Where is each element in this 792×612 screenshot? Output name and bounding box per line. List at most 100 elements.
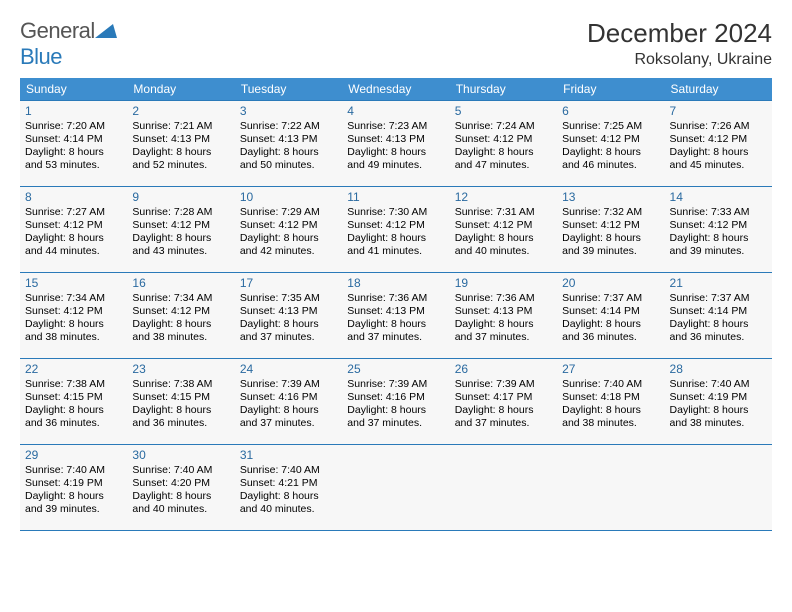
day-info-line: Sunset: 4:12 PM: [455, 219, 552, 232]
day-info-line: and 36 minutes.: [25, 417, 122, 430]
day-number: 16: [132, 276, 229, 290]
calendar-row: 22Sunrise: 7:38 AMSunset: 4:15 PMDayligh…: [20, 359, 772, 445]
day-info-line: Sunset: 4:14 PM: [25, 133, 122, 146]
day-info-line: Sunrise: 7:34 AM: [132, 292, 229, 305]
day-info-line: Daylight: 8 hours: [670, 232, 767, 245]
calendar-cell: 19Sunrise: 7:36 AMSunset: 4:13 PMDayligh…: [450, 273, 557, 359]
day-info-line: Daylight: 8 hours: [25, 232, 122, 245]
day-info-line: Sunset: 4:14 PM: [670, 305, 767, 318]
calendar-cell: 20Sunrise: 7:37 AMSunset: 4:14 PMDayligh…: [557, 273, 664, 359]
day-info-line: Daylight: 8 hours: [240, 232, 337, 245]
day-info-line: and 47 minutes.: [455, 159, 552, 172]
day-info-line: Daylight: 8 hours: [670, 146, 767, 159]
calendar-cell: 6Sunrise: 7:25 AMSunset: 4:12 PMDaylight…: [557, 101, 664, 187]
day-info-line: and 40 minutes.: [455, 245, 552, 258]
dayhead-fri: Friday: [557, 78, 664, 101]
day-info-line: and 49 minutes.: [347, 159, 444, 172]
day-info-line: Daylight: 8 hours: [670, 318, 767, 331]
day-info-line: and 42 minutes.: [240, 245, 337, 258]
day-number: 7: [670, 104, 767, 118]
calendar-row: 8Sunrise: 7:27 AMSunset: 4:12 PMDaylight…: [20, 187, 772, 273]
day-info-line: Sunrise: 7:36 AM: [455, 292, 552, 305]
day-number: 2: [132, 104, 229, 118]
day-info-line: Sunrise: 7:22 AM: [240, 120, 337, 133]
day-number: 31: [240, 448, 337, 462]
day-number: 14: [670, 190, 767, 204]
day-info-line: Sunrise: 7:38 AM: [132, 378, 229, 391]
calendar-cell: 27Sunrise: 7:40 AMSunset: 4:18 PMDayligh…: [557, 359, 664, 445]
day-info-line: Daylight: 8 hours: [562, 404, 659, 417]
day-info-line: Sunset: 4:16 PM: [347, 391, 444, 404]
day-info-line: Sunset: 4:12 PM: [240, 219, 337, 232]
calendar-cell: 29Sunrise: 7:40 AMSunset: 4:19 PMDayligh…: [20, 445, 127, 531]
calendar-row: 1Sunrise: 7:20 AMSunset: 4:14 PMDaylight…: [20, 101, 772, 187]
calendar-cell-empty: [450, 445, 557, 531]
calendar-cell: 7Sunrise: 7:26 AMSunset: 4:12 PMDaylight…: [665, 101, 772, 187]
calendar-cell: 16 Sunrise: 7:34 AMSunset: 4:12 PMDayligh…: [127, 273, 234, 359]
day-info-line: Sunset: 4:12 PM: [670, 219, 767, 232]
day-info-line: and 50 minutes.: [240, 159, 337, 172]
day-info-line: Daylight: 8 hours: [132, 404, 229, 417]
day-info-line: Sunset: 4:12 PM: [132, 305, 229, 318]
day-info-line: and 36 minutes.: [670, 331, 767, 344]
day-info-line: Sunset: 4:12 PM: [670, 133, 767, 146]
calendar-cell: 22Sunrise: 7:38 AMSunset: 4:15 PMDayligh…: [20, 359, 127, 445]
day-info-line: Daylight: 8 hours: [132, 318, 229, 331]
calendar-cell: 28Sunrise: 7:40 AMSunset: 4:19 PMDayligh…: [665, 359, 772, 445]
day-info-line: Daylight: 8 hours: [240, 318, 337, 331]
day-info-line: Daylight: 8 hours: [562, 318, 659, 331]
day-info-line: and 45 minutes.: [670, 159, 767, 172]
day-info-line: Sunrise: 7:40 AM: [562, 378, 659, 391]
day-info-line: and 38 minutes.: [670, 417, 767, 430]
day-number: 15: [25, 276, 122, 290]
day-info-line: Sunrise: 7:39 AM: [455, 378, 552, 391]
day-info-line: Sunrise: 7:34 AM: [25, 292, 122, 305]
calendar-cell: 4Sunrise: 7:23 AMSunset: 4:13 PMDaylight…: [342, 101, 449, 187]
day-info-line: Sunrise: 7:37 AM: [562, 292, 659, 305]
day-number: 13: [562, 190, 659, 204]
day-number: 24: [240, 362, 337, 376]
day-info-line: Sunset: 4:17 PM: [455, 391, 552, 404]
day-number: 20: [562, 276, 659, 290]
day-number: 9: [132, 190, 229, 204]
calendar-cell: 21 Sunrise: 7:37 AMSunset: 4:14 PMDayligh…: [665, 273, 772, 359]
day-info-line: and 44 minutes.: [25, 245, 122, 258]
calendar-cell: 30Sunrise: 7:40 AMSunset: 4:20 PMDayligh…: [127, 445, 234, 531]
day-info-line: Sunset: 4:13 PM: [347, 133, 444, 146]
day-number: 1: [25, 104, 122, 118]
day-info-line: Sunrise: 7:29 AM: [240, 206, 337, 219]
day-number: 8: [25, 190, 122, 204]
day-info-line: and 39 minutes.: [670, 245, 767, 258]
day-number: 30: [132, 448, 229, 462]
day-info-line: Sunrise: 7:37 AM: [670, 292, 767, 305]
calendar-cell: 12Sunrise: 7:31 AMSunset: 4:12 PMDayligh…: [450, 187, 557, 273]
day-info-line: and 46 minutes.: [562, 159, 659, 172]
calendar-cell: 24Sunrise: 7:39 AMSunset: 4:16 PMDayligh…: [235, 359, 342, 445]
day-info-line: Sunrise: 7:32 AM: [562, 206, 659, 219]
day-number: 21: [670, 276, 767, 290]
day-info-line: and 36 minutes.: [562, 331, 659, 344]
day-info-line: Daylight: 8 hours: [562, 146, 659, 159]
calendar-cell: 8Sunrise: 7:27 AMSunset: 4:12 PMDaylight…: [20, 187, 127, 273]
brand-part2: Blue: [20, 44, 62, 69]
day-info-line: Daylight: 8 hours: [347, 318, 444, 331]
day-info-line: Daylight: 8 hours: [347, 146, 444, 159]
day-info-line: Daylight: 8 hours: [347, 404, 444, 417]
calendar-cell: 23Sunrise: 7:38 AMSunset: 4:15 PMDayligh…: [127, 359, 234, 445]
day-info-line: Sunset: 4:13 PM: [455, 305, 552, 318]
day-info-line: and 40 minutes.: [132, 503, 229, 516]
day-number: 29: [25, 448, 122, 462]
dayhead-tue: Tuesday: [235, 78, 342, 101]
calendar-cell: 3Sunrise: 7:22 AMSunset: 4:13 PMDaylight…: [235, 101, 342, 187]
calendar-cell-empty: [342, 445, 449, 531]
title-block: December 2024 Roksolany, Ukraine: [587, 18, 772, 69]
day-info-line: Daylight: 8 hours: [132, 490, 229, 503]
day-number: 12: [455, 190, 552, 204]
day-info-line: Sunrise: 7:33 AM: [670, 206, 767, 219]
day-info-line: Sunrise: 7:23 AM: [347, 120, 444, 133]
day-info-line: Sunset: 4:13 PM: [132, 133, 229, 146]
day-number: 28: [670, 362, 767, 376]
day-info-line: and 41 minutes.: [347, 245, 444, 258]
day-info-line: Sunset: 4:18 PM: [562, 391, 659, 404]
day-info-line: Daylight: 8 hours: [132, 146, 229, 159]
